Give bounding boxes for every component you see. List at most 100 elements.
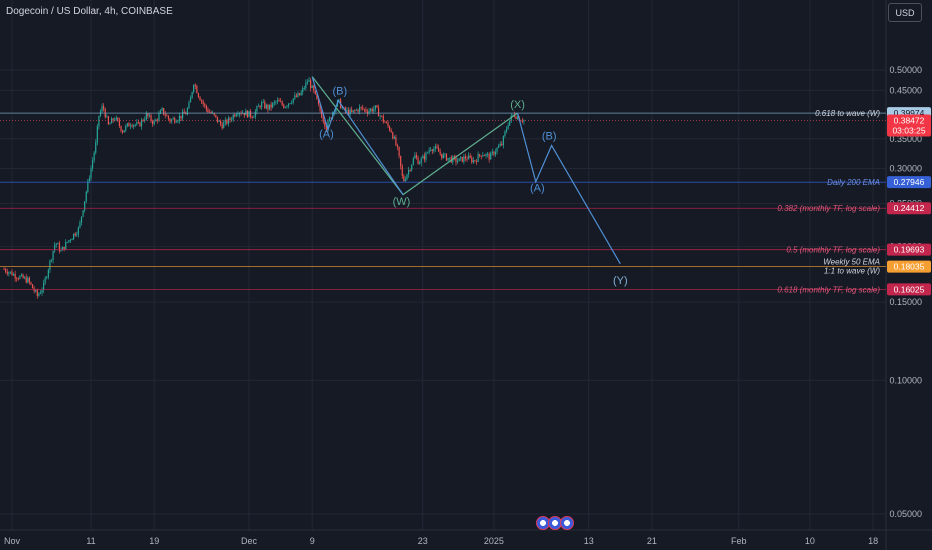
- candle-body: [148, 115, 151, 117]
- x-tick-label: 18: [868, 536, 878, 546]
- x-tick-label: Dec: [241, 536, 258, 546]
- candle-body: [474, 160, 476, 162]
- candle-body: [351, 109, 353, 112]
- candle-body: [403, 175, 405, 182]
- candle-body: [291, 102, 293, 104]
- candle-body: [428, 150, 430, 153]
- candle-body: [199, 97, 201, 101]
- candle-body: [80, 216, 83, 223]
- candle-body: [313, 85, 315, 91]
- candle-body: [150, 115, 152, 122]
- candle-body: [98, 115, 100, 127]
- candle-body: [475, 161, 478, 162]
- candle-body: [520, 120, 522, 122]
- candle-body: [155, 119, 157, 122]
- candle-body: [22, 274, 24, 279]
- candle-body: [188, 102, 190, 109]
- candle-body: [523, 120, 525, 122]
- candle-body: [441, 153, 443, 159]
- candle-body: [460, 156, 462, 159]
- candle-body: [379, 115, 381, 117]
- candle-body: [202, 101, 204, 104]
- candle-body: [248, 110, 250, 118]
- candle-body: [447, 158, 449, 161]
- candle-body: [436, 146, 438, 149]
- candle-body: [182, 111, 184, 119]
- candle-body: [131, 125, 133, 127]
- candle-body: [494, 151, 497, 155]
- candle-body: [55, 243, 57, 246]
- candle-body: [300, 92, 302, 96]
- candle-body: [142, 119, 144, 121]
- candle-body: [106, 116, 108, 118]
- currency-button[interactable]: USD: [888, 3, 922, 22]
- candle-body: [88, 178, 91, 181]
- x-tick-label: Feb: [731, 536, 747, 546]
- events-markers[interactable]: [536, 516, 574, 530]
- candle-body: [58, 243, 60, 252]
- x-tick-label: 2025: [484, 536, 504, 546]
- candle-body: [68, 240, 70, 242]
- candle-body: [24, 277, 26, 279]
- candle-body: [407, 170, 410, 175]
- candle-body: [223, 122, 225, 129]
- candle-body: [463, 156, 465, 162]
- candle-body: [156, 119, 158, 121]
- candle-body: [16, 278, 18, 280]
- candle-body: [392, 132, 394, 139]
- candle-body: [44, 278, 46, 283]
- chart-title: Dogecoin / US Dollar, 4h, COINBASE: [6, 6, 173, 17]
- candle-body: [377, 107, 380, 117]
- candle-body: [281, 101, 283, 105]
- candle-body: [57, 243, 59, 245]
- event-flag-icon[interactable]: [560, 516, 574, 530]
- candle-body: [17, 278, 19, 280]
- candle-body: [87, 180, 89, 192]
- candle-body: [287, 103, 290, 107]
- candle-body: [330, 117, 332, 119]
- candle-body: [278, 100, 280, 102]
- x-tick-label: 23: [418, 536, 428, 546]
- candle-body: [471, 157, 473, 163]
- candle-body: [509, 120, 511, 126]
- candle-body: [270, 104, 272, 108]
- candle-body: [60, 250, 62, 252]
- y-tick-label: 0.45000: [889, 85, 922, 95]
- level-price-text: 0.18035: [894, 262, 925, 272]
- level-label: Weekly 50 EMA: [823, 258, 880, 267]
- candle-body: [280, 101, 282, 103]
- candle-body: [166, 115, 168, 117]
- candle-body: [322, 117, 324, 122]
- candle-body: [28, 277, 30, 283]
- candle-body: [114, 119, 116, 121]
- level-label: 0.382 (monthly TF, log scale): [777, 204, 880, 213]
- candle-body: [482, 155, 484, 157]
- candle-body: [298, 93, 301, 96]
- candle-body: [172, 118, 174, 120]
- candle-body: [3, 269, 5, 270]
- candle-body: [35, 290, 37, 292]
- candle-body: [159, 110, 162, 114]
- candle-body: [186, 108, 188, 115]
- wave-line: [517, 112, 621, 265]
- candle-body: [183, 111, 185, 114]
- candle-body: [231, 119, 233, 121]
- candle-body: [71, 238, 73, 241]
- candle-body: [215, 114, 217, 117]
- candle-body: [295, 95, 297, 97]
- candle-body: [136, 122, 138, 125]
- candle-body: [396, 145, 399, 147]
- candle-body: [401, 166, 403, 176]
- candle-body: [306, 82, 309, 83]
- level-price-text: 0.27946: [894, 177, 925, 187]
- candle-body: [453, 156, 455, 158]
- candle-body: [381, 115, 383, 117]
- candle-body: [69, 240, 72, 241]
- candle-body: [137, 122, 139, 124]
- candle-body: [234, 114, 236, 117]
- candle-body: [438, 148, 440, 152]
- candle-body: [120, 126, 122, 131]
- x-tick-label: 21: [647, 536, 657, 546]
- candle-body: [456, 161, 459, 163]
